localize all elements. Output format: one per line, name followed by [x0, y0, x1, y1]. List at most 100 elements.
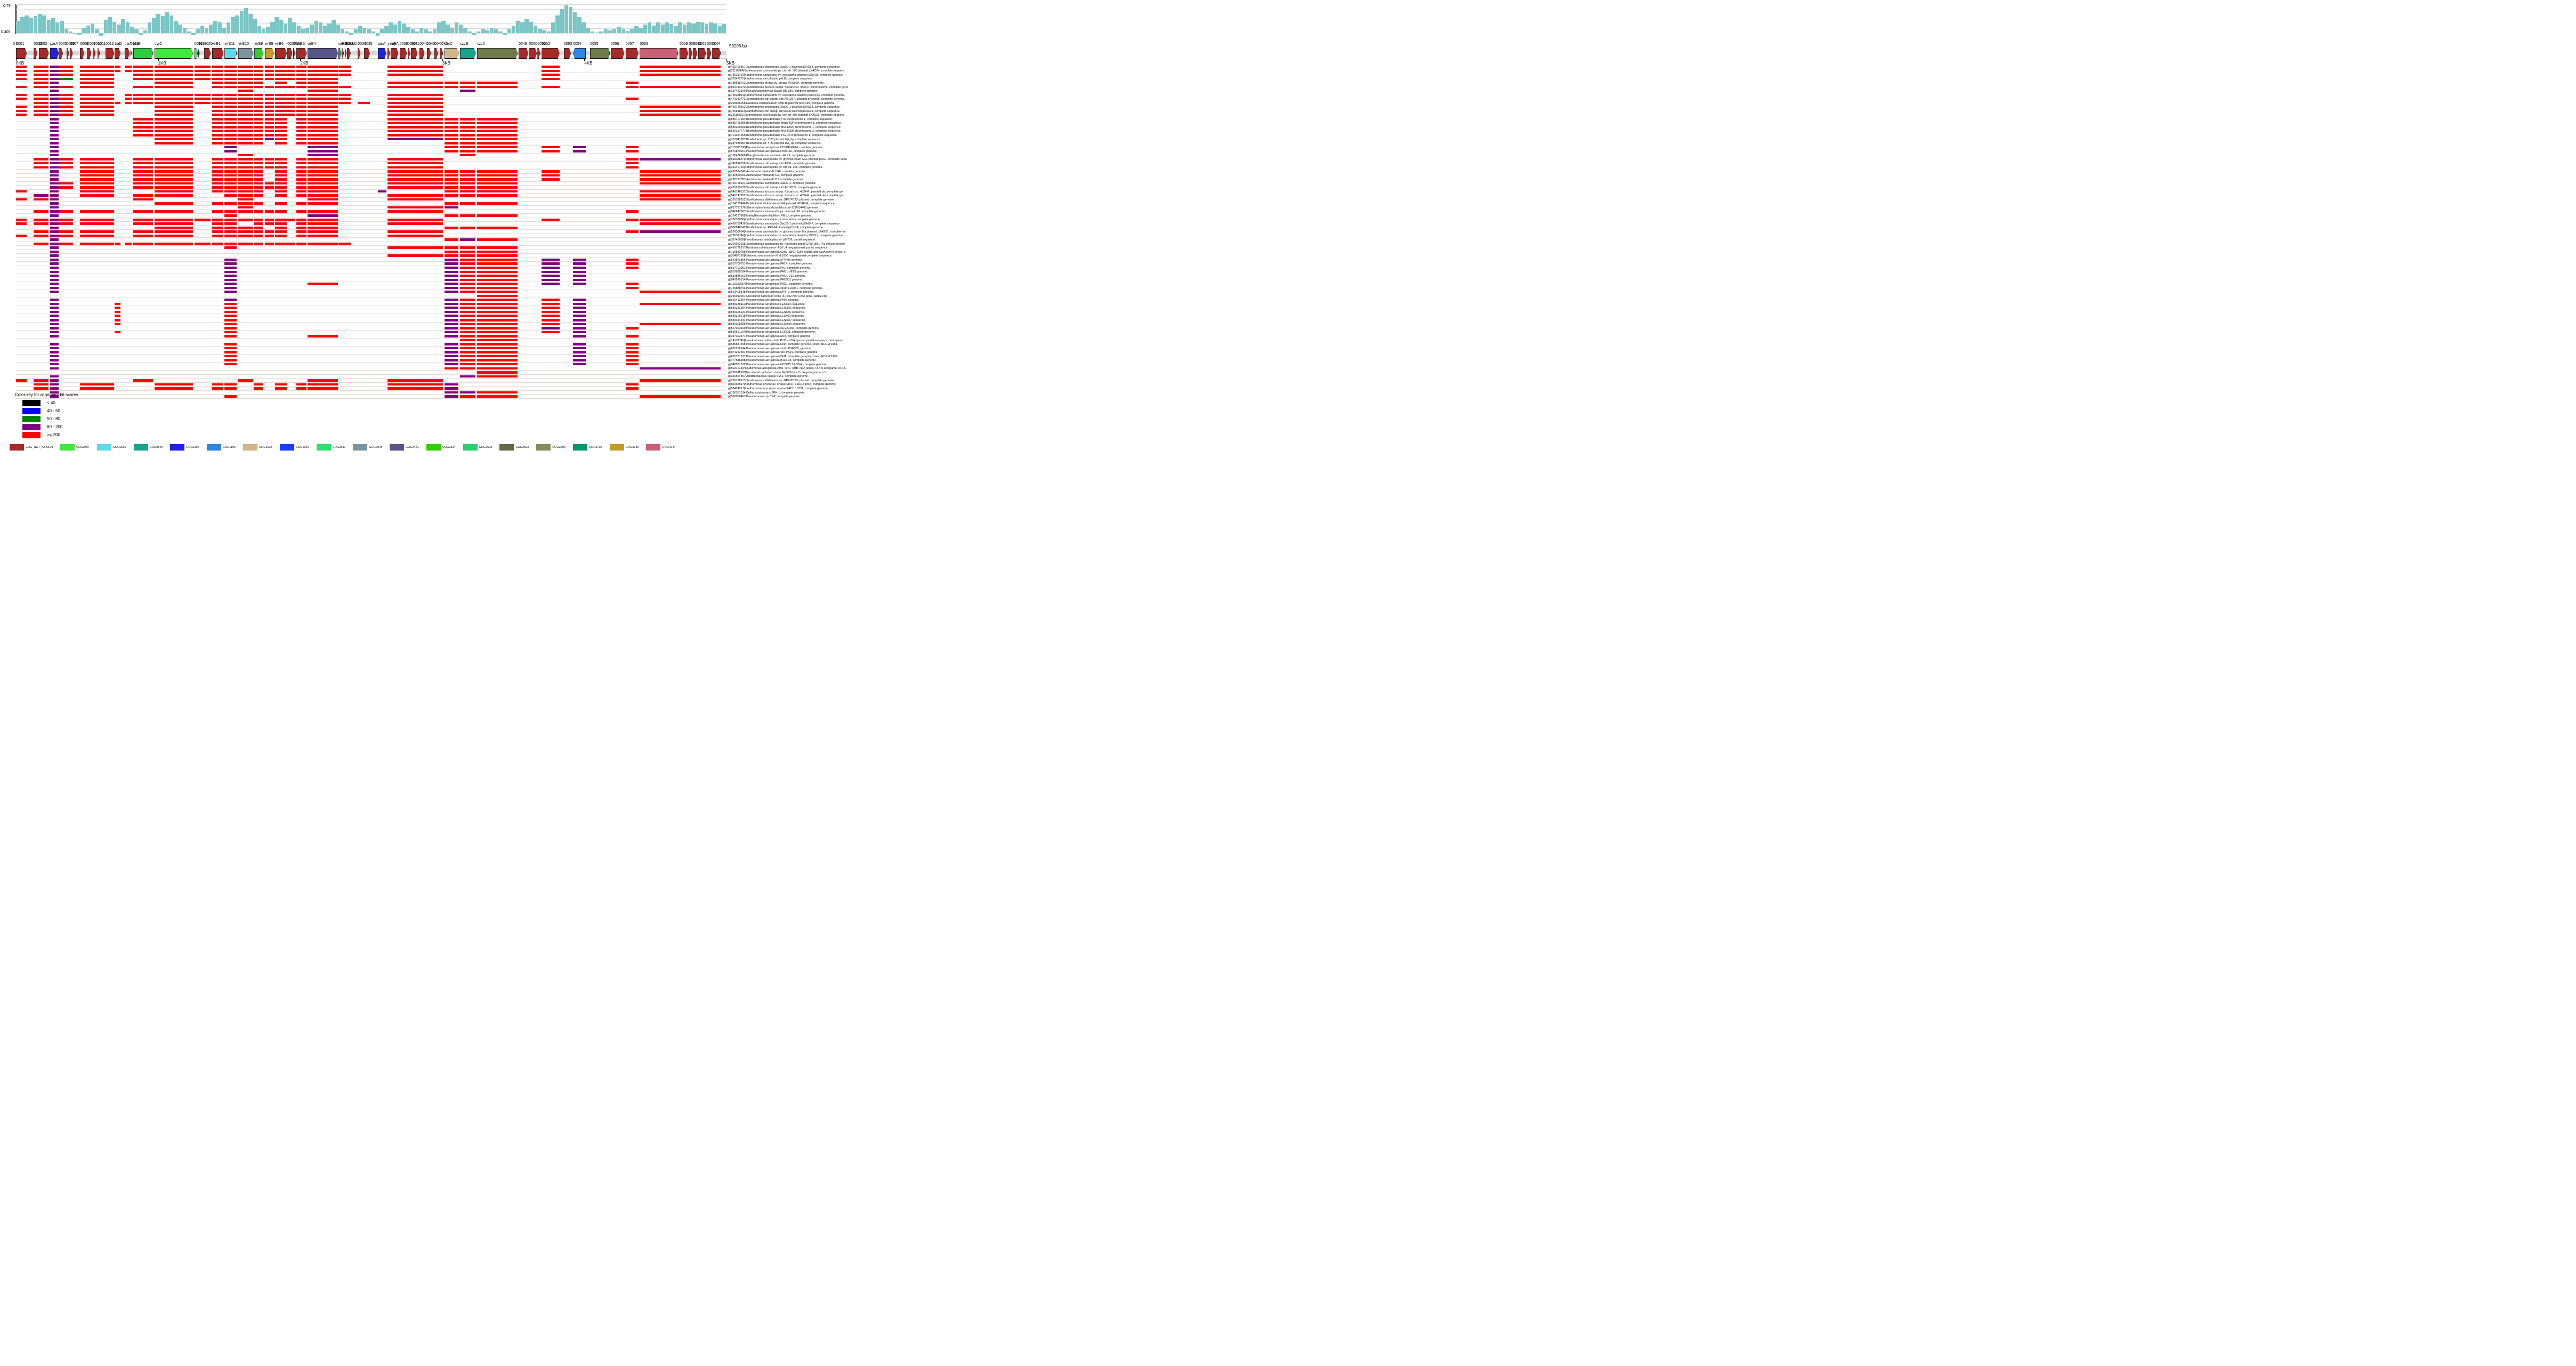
hit-cell [338, 69, 351, 73]
hit-cell [477, 307, 518, 309]
heatmap-row [16, 270, 726, 275]
genome-label: gi|685707184|Burkholderia pseudomallei 5… [728, 117, 833, 121]
gene-label-traD: traD [115, 42, 122, 46]
hit-cell [238, 85, 254, 89]
scale-tick-label: 1KB [158, 61, 166, 66]
hit-cell [387, 118, 443, 120]
gene-label-0060: 0060 [689, 42, 697, 46]
hit-cell [460, 194, 476, 197]
hit-cell [274, 109, 287, 113]
gene-virB8 [265, 48, 274, 59]
hit-cell [640, 218, 721, 221]
hit-cell [274, 210, 287, 213]
hit-cell [212, 166, 224, 169]
hit-cell [154, 134, 193, 136]
hit-cell [573, 267, 586, 269]
hit-cell [34, 82, 49, 84]
hit-cell [59, 242, 73, 245]
hit-cell [224, 130, 237, 133]
heatmap-row [16, 391, 726, 395]
hit-cell [477, 375, 518, 378]
hit-cell [224, 246, 237, 249]
hit-cell [16, 109, 27, 113]
hit-cell [50, 162, 59, 165]
histogram-bar [722, 23, 726, 33]
hit-cell [307, 182, 338, 185]
hit-cell [59, 69, 73, 73]
hit-cell [287, 69, 295, 73]
genome-label: gi|745818226|Xanthomonas citri subsp. ci… [728, 162, 817, 165]
hit-cell [573, 323, 586, 326]
hit-cell [274, 118, 287, 120]
hit-cell [625, 351, 639, 353]
hit-cell [254, 98, 263, 100]
hit-cell [307, 134, 338, 136]
hit-cell [50, 226, 59, 229]
heatmap-row [16, 101, 726, 106]
hit-cell [50, 150, 59, 152]
hit-cell [80, 222, 114, 225]
histogram-bar [709, 22, 713, 33]
genome-label: gi|589299693|Burkholderia pseudomallei M… [728, 125, 842, 129]
hit-cell [16, 114, 27, 116]
color-key-label: < 40 [47, 400, 55, 405]
histogram-bar [389, 22, 393, 33]
hit-cell [50, 262, 59, 265]
histogram-bar [643, 24, 648, 33]
gene-label-virB2: virB2 [342, 42, 351, 46]
hit-cell [224, 278, 237, 282]
hit-cell [50, 66, 59, 68]
hit-cell [80, 186, 114, 189]
hit-cell [307, 118, 338, 120]
histogram-bar [542, 30, 546, 33]
hit-cell [444, 391, 459, 394]
histogram-bar [336, 24, 341, 33]
hit-cell [477, 82, 518, 84]
gene-label-traA: traA [124, 42, 132, 46]
genome-label: gi|589320215|Pseudomonas aeruginosa LES4… [728, 315, 805, 318]
hit-cell [460, 286, 476, 290]
hit-cell [59, 222, 73, 225]
hit-cell [387, 186, 443, 189]
gene-label-0032: 0032 [345, 42, 353, 46]
hit-cell [59, 109, 73, 113]
genome-label: gi|549148017|Xanthomonas fuscans subsp. … [728, 190, 844, 194]
hit-cell [444, 359, 459, 361]
histogram-bar [393, 24, 398, 33]
gene-mobD [347, 48, 351, 59]
hit-cell [287, 114, 295, 116]
hit-cell [477, 367, 518, 370]
hit-cell [34, 162, 49, 165]
hit-cell [254, 77, 263, 81]
hit-cell [238, 66, 254, 68]
hit-cell [296, 66, 307, 68]
heatmap-row [16, 182, 726, 186]
gene-virB9 [254, 48, 263, 59]
hit-cell [444, 283, 459, 285]
hit-cell [224, 98, 237, 100]
hit-cell [444, 347, 459, 350]
hit-cell [338, 98, 351, 100]
heatmap-row [16, 371, 726, 375]
hit-cell [274, 222, 287, 225]
heatmap-row [16, 383, 726, 387]
hit-cell [238, 158, 254, 160]
hit-cell [264, 98, 274, 100]
hit-cell [264, 66, 274, 68]
genome-label: gi|745838743|Pseudomonas aeruginosa stra… [728, 286, 823, 290]
hit-cell [80, 114, 114, 116]
cog-legend-swatch [390, 444, 405, 451]
genome-label: gi|471209079|Xanthomonas citri subsp. ci… [728, 186, 822, 189]
hit-cell [296, 82, 307, 84]
hit-cell [254, 383, 263, 386]
hit-cell [444, 194, 459, 197]
hit-cell [80, 82, 114, 84]
hit-cell [238, 122, 254, 125]
hit-cell [307, 230, 338, 233]
hit-cell [154, 130, 193, 133]
hit-cell [194, 98, 211, 100]
gene-0050 [529, 48, 537, 59]
hit-cell [254, 106, 263, 108]
hit-cell [477, 202, 518, 205]
genome-label: gi|589326231|Pseudomonas aeruginosa LESB… [728, 310, 805, 314]
